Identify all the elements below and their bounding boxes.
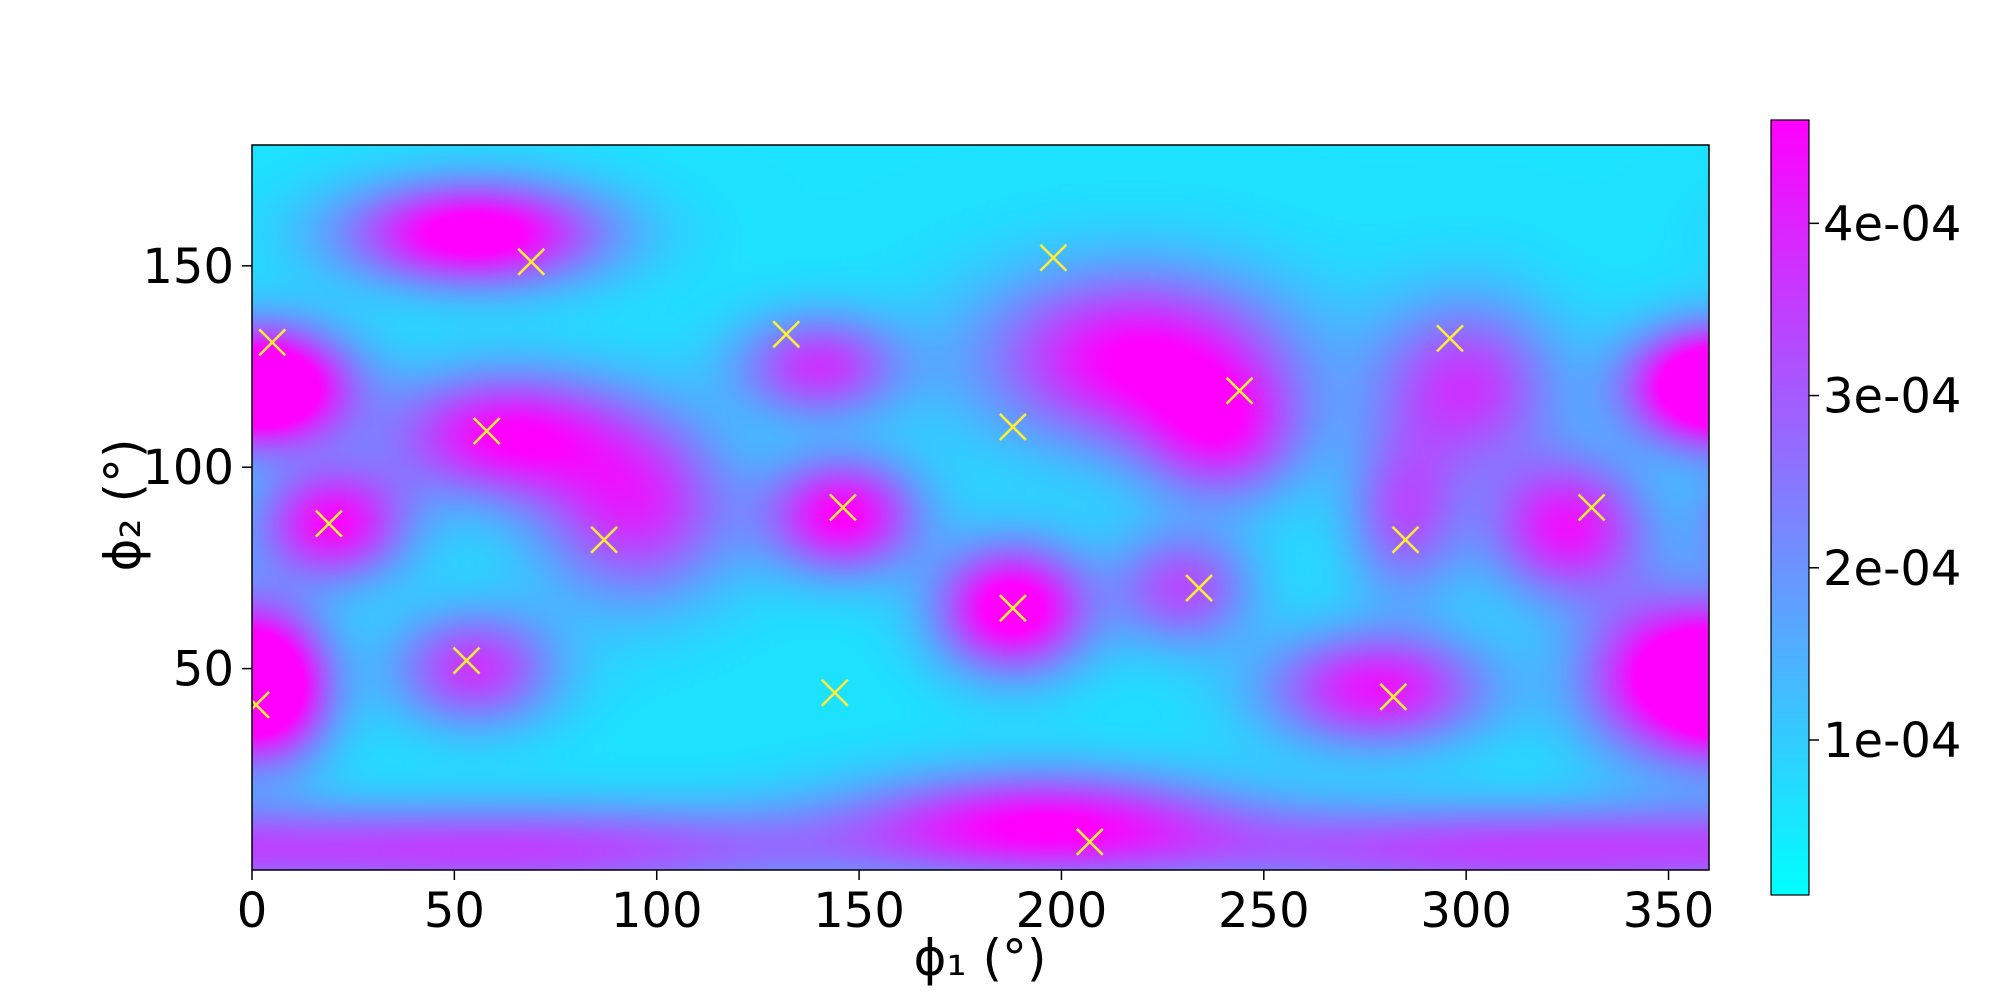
marker-14 xyxy=(998,594,1027,623)
marker-5 xyxy=(1225,376,1254,405)
marker-11 xyxy=(590,525,618,554)
marker-19 xyxy=(1075,827,1104,856)
marker-16 xyxy=(820,678,849,707)
marker-10 xyxy=(1577,493,1606,522)
colorbar-tick-label: 1e-04 xyxy=(1823,713,1961,769)
x-tick-label: 200 xyxy=(1016,883,1108,939)
marker-13 xyxy=(1185,574,1213,602)
marker-9 xyxy=(829,493,857,522)
y-axis: 50 100 150 xyxy=(142,239,252,698)
marker-8 xyxy=(315,509,343,538)
x-tick-label: 350 xyxy=(1623,883,1715,939)
colorbar-ticks: 1e-04 2e-04 3e-04 4e-04 xyxy=(1809,196,1961,769)
colorbar-tick-label: 3e-04 xyxy=(1823,369,1961,425)
marker-7 xyxy=(998,413,1027,441)
x-tick-label: 300 xyxy=(1420,883,1512,939)
plot-frame xyxy=(251,144,1710,871)
marker-12 xyxy=(1391,525,1420,554)
x-tick-label: 50 xyxy=(424,883,485,939)
marker-2 xyxy=(258,328,287,357)
marker-1 xyxy=(1039,243,1068,272)
y-axis-label: ϕ₂ (°) xyxy=(94,439,152,572)
x-tick-label: 250 xyxy=(1218,883,1310,939)
colorbar-tick-label: 2e-04 xyxy=(1823,541,1961,597)
y-tick-label: 150 xyxy=(142,239,234,295)
x-tick-label: 0 xyxy=(237,883,268,939)
marker-layer xyxy=(252,243,1606,856)
marker-17 xyxy=(1379,682,1408,711)
x-tick-label: 100 xyxy=(611,883,703,939)
marker-4 xyxy=(1436,324,1464,353)
colorbar xyxy=(1770,119,1810,896)
colorbar-tick-label: 4e-04 xyxy=(1823,196,1961,252)
marker-15 xyxy=(452,646,481,675)
y-tick-label: 50 xyxy=(173,642,234,698)
heatmap-area xyxy=(252,145,1709,870)
marker-3 xyxy=(772,320,801,349)
x-tick-label: 150 xyxy=(813,883,905,939)
marker-6 xyxy=(472,417,501,445)
marker-18 xyxy=(252,690,270,719)
y-tick-label: 100 xyxy=(142,440,234,496)
heatmap-canvas xyxy=(252,145,1709,870)
x-axis: 0 50 100 150 200 250 300 350 xyxy=(237,870,1715,939)
marker-0 xyxy=(517,247,546,276)
x-axis-label: ϕ₁ (°) xyxy=(914,929,1047,987)
